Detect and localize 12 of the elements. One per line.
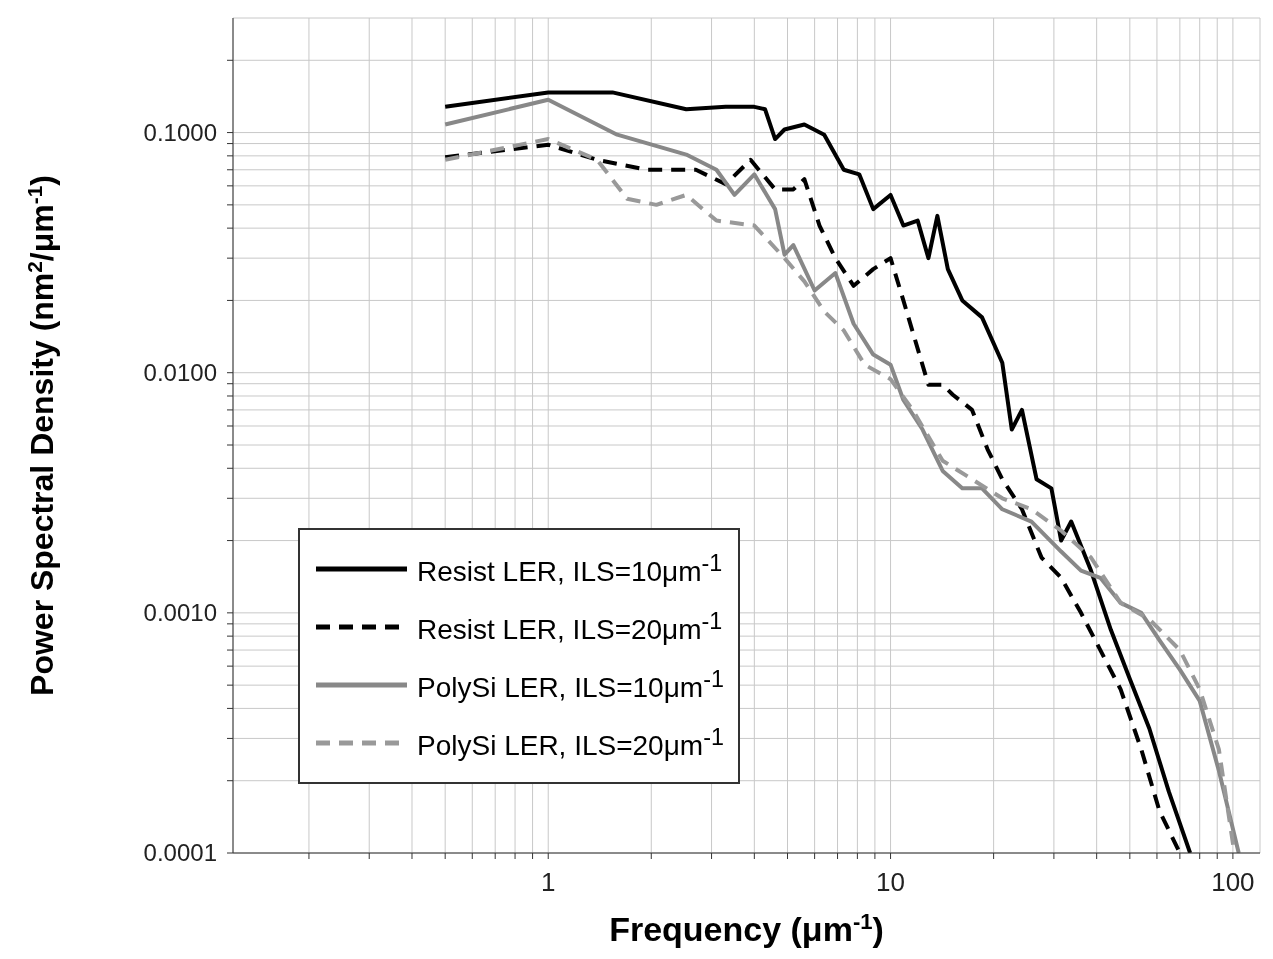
legend-label: Resist LER, ILS=10μm$^{-1}$	[417, 549, 723, 589]
x-tick-label: 10	[876, 867, 906, 897]
x-tick-label: 100	[1211, 867, 1255, 897]
x-axis-title: Frequency (μm$^{-1}$)	[609, 908, 884, 948]
y-tick-label: 0.0100	[143, 358, 217, 386]
y-tick-label: 0.1000	[143, 118, 217, 146]
y-tick-label: 0.0010	[143, 598, 217, 626]
x-tick-label: 1	[540, 867, 556, 897]
legend-label: PolySi LER, ILS=20μm$^{-1}$	[417, 723, 724, 763]
legend-label: PolySi LER, ILS=10μm$^{-1}$	[417, 665, 724, 705]
legend-label: Resist LER, ILS=20μm$^{-1}$	[417, 607, 723, 647]
y-tick-label: 0.0001	[143, 839, 217, 866]
